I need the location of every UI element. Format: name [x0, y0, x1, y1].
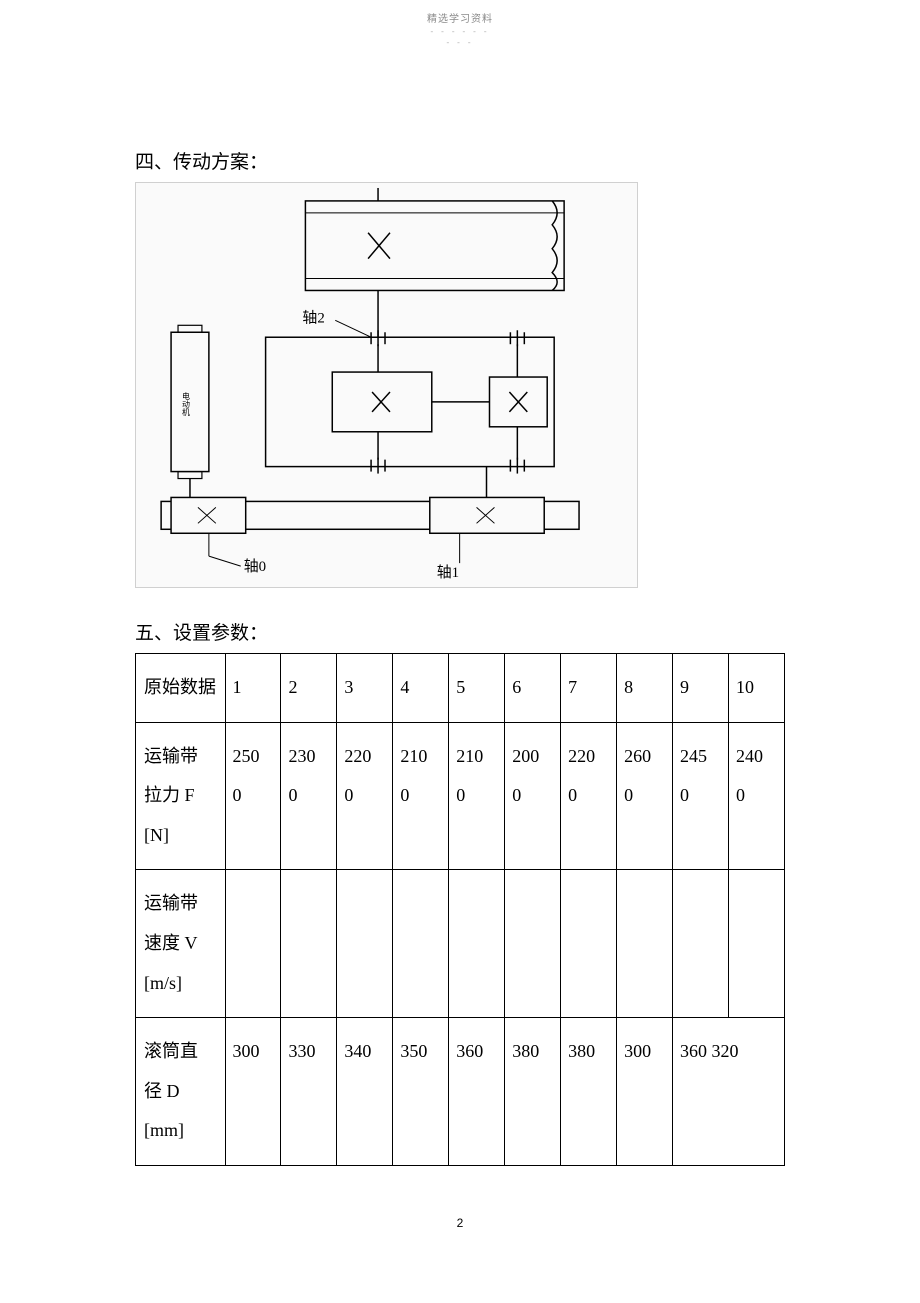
speed-label: 运输带 速度 V [m/s]: [136, 870, 226, 1018]
force-3: 2200: [337, 722, 393, 870]
col-7: 7: [561, 654, 617, 723]
force-1: 2500: [225, 722, 281, 870]
speed-7: [561, 870, 617, 1018]
speed-3: [337, 870, 393, 1018]
diameter-5: 360: [449, 1018, 505, 1166]
header-label: 原始数据: [136, 654, 226, 723]
col-1: 1: [225, 654, 281, 723]
col-4: 4: [393, 654, 449, 723]
force-row: 运输带 拉力 F [N] 2500 2300 2200 2100 2100 20…: [136, 722, 785, 870]
section-four-title: 四、传动方案：: [135, 147, 785, 174]
table-header-row: 原始数据 1 2 3 4 5 6 7 8 9 10: [136, 654, 785, 723]
speed-9: [673, 870, 729, 1018]
col-10: 10: [728, 654, 784, 723]
shaft2-label: 轴2: [302, 309, 324, 326]
diameter-3: 340: [337, 1018, 393, 1166]
force-9: 2450: [673, 722, 729, 870]
diameter-6: 380: [505, 1018, 561, 1166]
page-content: 四、传动方案： 轴2: [0, 47, 920, 1270]
force-2: 2300: [281, 722, 337, 870]
motor-label: 电动机: [181, 391, 190, 417]
page-number: 2: [135, 1216, 785, 1230]
speed-8: [617, 870, 673, 1018]
col-2: 2: [281, 654, 337, 723]
diameter-4: 350: [393, 1018, 449, 1166]
speed-1: [225, 870, 281, 1018]
force-5: 2100: [449, 722, 505, 870]
diameter-2: 330: [281, 1018, 337, 1166]
diameter-label: 滚筒直 径 D [mm]: [136, 1018, 226, 1166]
diameter-1: 300: [225, 1018, 281, 1166]
header-dashes: - - - - - -: [0, 27, 920, 36]
transmission-diagram: 轴2: [135, 182, 638, 588]
shaft1-label: 轴1: [437, 564, 459, 581]
speed-5: [449, 870, 505, 1018]
force-8: 2600: [617, 722, 673, 870]
header-dashes-2: - - -: [0, 38, 920, 47]
force-4: 2100: [393, 722, 449, 870]
diagram-svg: 轴2: [136, 183, 637, 587]
parameters-table: 原始数据 1 2 3 4 5 6 7 8 9 10 运输带 拉力 F [N] 2…: [135, 653, 785, 1166]
speed-4: [393, 870, 449, 1018]
diameter-7: 380: [561, 1018, 617, 1166]
col-8: 8: [617, 654, 673, 723]
speed-10: [728, 870, 784, 1018]
col-3: 3: [337, 654, 393, 723]
speed-row: 运输带 速度 V [m/s]: [136, 870, 785, 1018]
section-five-title: 五、设置参数：: [135, 618, 785, 645]
force-6: 2000: [505, 722, 561, 870]
header-note: 精选学习资料: [0, 0, 920, 25]
col-9: 9: [673, 654, 729, 723]
diameter-row: 滚筒直 径 D [mm] 300 330 340 350 360 380 380…: [136, 1018, 785, 1166]
speed-6: [505, 870, 561, 1018]
force-7: 2200: [561, 722, 617, 870]
col-6: 6: [505, 654, 561, 723]
col-5: 5: [449, 654, 505, 723]
diameter-9-10: 360 320: [673, 1018, 785, 1166]
shaft0-label: 轴0: [244, 558, 266, 575]
diameter-8: 300: [617, 1018, 673, 1166]
force-label: 运输带 拉力 F [N]: [136, 722, 226, 870]
force-10: 2400: [728, 722, 784, 870]
speed-2: [281, 870, 337, 1018]
